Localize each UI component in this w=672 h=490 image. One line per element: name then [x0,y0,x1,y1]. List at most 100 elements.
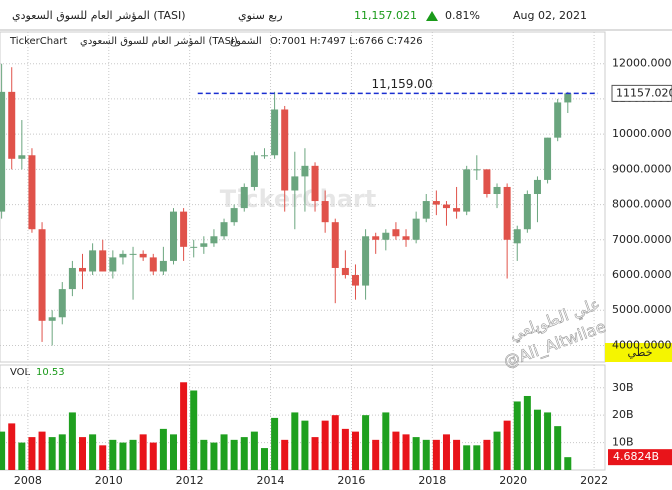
candle-body [250,155,258,187]
volume-avg: 10.53 [36,367,65,378]
candle-body [18,155,26,159]
candle-body [129,253,137,255]
info-name: المؤشر العام للسوق السعودي (TASI) [80,36,238,47]
volume-bar [0,431,6,470]
y-tick-label: 4000.0000 [612,338,672,351]
volume-bar [301,420,309,470]
volume-bar [533,409,541,470]
candle-body [240,186,248,209]
y2-tick-label: 10B [612,436,634,449]
candle-body [351,275,359,286]
candle-body [422,201,430,219]
candle-body [493,186,501,195]
volume-bar [412,437,420,470]
volume-bar [564,457,572,470]
volume-bar [230,439,238,470]
volume-bar [372,439,380,470]
x-tick-label: 2010 [95,474,123,487]
candle-body [220,222,228,237]
volume-bar [341,428,349,470]
y-tick-label: 12000.0000 [612,57,672,70]
volume-bar [68,412,76,470]
x-tick-label: 2014 [257,474,285,487]
volume-bar [190,390,198,470]
volume-bar [382,412,390,470]
candle-body [473,169,481,171]
volume-bar [321,420,329,470]
candle-body [281,109,289,191]
volume-bar [351,431,359,470]
candle-body [402,236,410,240]
candle-body [109,257,117,272]
volume-bar [402,434,410,470]
volume-bar [493,431,501,470]
candle-body [432,201,440,205]
mode-badge[interactable] [605,343,672,362]
period: ربع سنوي [238,9,283,22]
candle-body [190,246,198,248]
up-arrow [426,11,438,21]
candle-body [392,229,400,237]
candle-body [544,137,552,180]
volume-bar [48,437,56,470]
volume-bar [291,412,299,470]
candle-body [0,91,6,212]
candle-body [28,155,36,230]
volume-bar [432,439,440,470]
y-tick-label: 8000.0000 [612,198,672,211]
volume-bar [149,442,157,470]
volume-bar [119,442,127,470]
volume-bar [200,439,208,470]
info-ohlc: O:7001 H:7497 L:6766 C:7426 [270,36,423,47]
candle-body [260,155,268,157]
candle-body [159,260,167,272]
candle-body [200,243,208,247]
candle-body [58,289,66,318]
volume-bar [422,439,430,470]
volume-bar [453,439,461,470]
volume-bar [513,401,521,470]
candle-body [180,211,188,247]
volume-bar [58,434,66,470]
info-brand: TickerChart [9,36,67,47]
candle-body [89,250,97,272]
mode-label[interactable]: خطي [628,346,653,359]
volume-bar [159,428,167,470]
volume-bar [180,382,188,470]
candle-body [149,257,157,272]
candle-body [321,201,329,223]
candle-body [533,179,541,195]
candle-body [554,102,562,138]
volume-bar [129,439,137,470]
y-tick-label: 6000.0000 [612,268,672,281]
volume-bar [220,434,228,470]
x-tick-label: 2020 [499,474,527,487]
volume-bar [362,415,370,470]
annotation-label: 11,159.00 [371,77,432,91]
volume-bar [463,445,471,470]
y2-tick-label: 30B [612,381,634,394]
last-volume-label: 4.6824B [613,450,659,463]
candle-body [38,229,46,321]
y2-tick-label: 20B [612,408,634,421]
candle-body [311,165,319,202]
candle-body [523,194,531,230]
volume-bar [169,434,177,470]
volume-bar [28,437,36,470]
volume-bar [503,420,511,470]
candle-body [341,267,349,276]
volume-bar [79,437,86,470]
volume-bar [271,417,279,470]
volume-bar [38,431,46,470]
candle-body [48,317,56,321]
volume-bar [139,434,147,470]
volume-bar [260,448,268,470]
x-tick-label: 2018 [418,474,446,487]
last-price-badge [611,84,672,102]
volume-bar [281,439,289,470]
candle-body [210,236,218,244]
candle-body [301,165,309,177]
x-tick-label: 2022 [580,474,608,487]
candle-body [139,253,147,258]
